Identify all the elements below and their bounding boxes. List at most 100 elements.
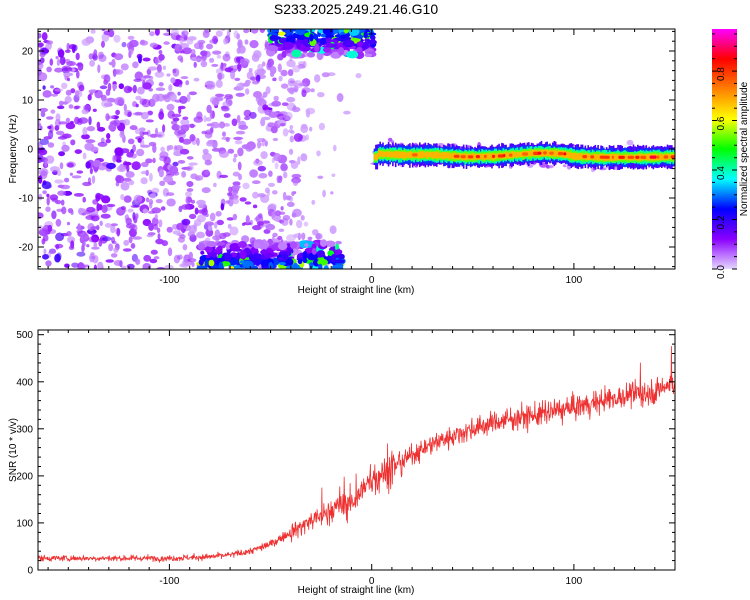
- noise-blob: [142, 208, 148, 214]
- noise-blob: [227, 223, 232, 229]
- band-blob: [319, 239, 328, 247]
- noise-blob: [103, 79, 109, 86]
- noise-blob: [54, 88, 63, 92]
- band-blob: [334, 243, 340, 251]
- noise-blob: [219, 174, 229, 178]
- noise-blob: [267, 122, 276, 128]
- noise-blob: [296, 219, 303, 229]
- noise-blob: [257, 165, 266, 172]
- colorbar-tick-label: 0.8: [716, 67, 727, 81]
- noise-blob: [128, 236, 133, 244]
- track-peak: [503, 153, 506, 158]
- noise-blob: [213, 221, 218, 229]
- noise-blob: [108, 29, 115, 38]
- noise-blob: [291, 248, 300, 256]
- noise-blob: [186, 188, 194, 192]
- noise-blob: [223, 38, 228, 45]
- band-blob: [330, 254, 336, 263]
- noise-blob: [116, 96, 125, 105]
- noise-blob: [163, 156, 171, 165]
- track-segment: [406, 152, 408, 158]
- noise-blob: [280, 163, 288, 171]
- track-segment: [614, 153, 616, 161]
- heatmap-x-axis-label: Height of straight line (km): [298, 285, 415, 296]
- noise-blob: [260, 194, 270, 204]
- noise-blob: [143, 254, 152, 262]
- noise-blob: [291, 106, 301, 113]
- noise-blob: [209, 57, 215, 63]
- noise-blob: [78, 207, 84, 214]
- noise-blob: [343, 110, 351, 115]
- noise-blob: [301, 123, 308, 129]
- noise-blob: [136, 148, 145, 157]
- track-segment: [512, 151, 514, 158]
- track-segment: [404, 152, 407, 159]
- band-blob: [335, 240, 342, 245]
- noise-blob: [237, 39, 243, 49]
- noise-blob: [289, 135, 294, 143]
- band-blob: [323, 47, 332, 53]
- noise-blob: [148, 141, 157, 147]
- noise-blob: [159, 180, 166, 186]
- noise-blob: [38, 228, 49, 237]
- track-segment: [566, 152, 568, 158]
- noise-blob: [310, 88, 315, 93]
- noise-blob: [166, 198, 176, 207]
- snr-plot-area: [38, 330, 675, 570]
- track-peak: [563, 152, 567, 156]
- track-segment: [419, 151, 421, 159]
- noise-blob: [67, 208, 74, 214]
- band-blob: [306, 52, 316, 58]
- noise-blob: [237, 161, 242, 171]
- noise-blob: [182, 116, 189, 120]
- noise-blob: [178, 106, 182, 114]
- track-halo: [466, 145, 471, 149]
- band-blob: [326, 37, 332, 43]
- track-segment: [430, 151, 432, 158]
- noise-blob: [289, 80, 295, 84]
- noise-blob: [135, 95, 142, 101]
- track-segment: [580, 153, 582, 160]
- noise-blob: [209, 39, 217, 44]
- noise-blob: [163, 32, 173, 36]
- noise-blob: [232, 213, 238, 221]
- noise-blob: [38, 72, 48, 82]
- track-peak: [635, 155, 640, 159]
- noise-blob: [152, 144, 157, 153]
- noise-blob: [211, 139, 218, 149]
- noise-blob: [230, 70, 236, 80]
- noise-blob: [132, 236, 142, 240]
- noise-blob: [135, 103, 139, 108]
- y-tick-label: 300: [16, 424, 33, 435]
- noise-blob: [180, 42, 189, 49]
- band-blob: [346, 50, 359, 59]
- track-segment: [547, 150, 550, 157]
- noise-blob: [182, 47, 193, 55]
- noise-blob: [216, 219, 224, 226]
- noise-blob: [172, 230, 181, 235]
- noise-blob: [281, 102, 289, 106]
- noise-blob: [321, 72, 330, 78]
- noise-blob: [174, 99, 182, 103]
- band-blob: [325, 30, 331, 35]
- track-segment: [645, 154, 648, 160]
- band-blob: [363, 30, 368, 39]
- noise-blob: [317, 175, 324, 179]
- noise-blob: [149, 133, 158, 138]
- noise-blob: [305, 107, 316, 115]
- noise-blob: [243, 221, 252, 226]
- noise-blob: [283, 171, 288, 179]
- track-segment: [486, 152, 489, 160]
- noise-blob: [108, 61, 115, 66]
- noise-blob: [191, 49, 196, 56]
- noise-blob: [38, 193, 43, 201]
- noise-blob: [46, 66, 52, 73]
- noise-blob: [125, 171, 135, 178]
- noise-blob: [123, 195, 132, 203]
- track-segment: [659, 153, 662, 161]
- noise-blob: [297, 82, 307, 87]
- noise-blob: [257, 68, 266, 76]
- noise-blob: [140, 170, 149, 175]
- band-blob: [211, 252, 217, 258]
